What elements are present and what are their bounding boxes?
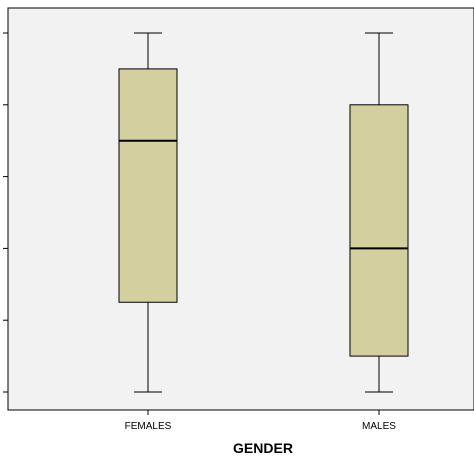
box-males	[349, 32, 409, 393]
x-axis: FEMALES MALES	[125, 410, 396, 432]
x-tick-label: MALES	[362, 421, 396, 432]
x-axis-title: GENDER	[233, 440, 293, 456]
x-tick-label: FEMALES	[125, 421, 172, 432]
box-series	[118, 32, 409, 393]
box-females	[118, 32, 178, 393]
iqr-box	[349, 104, 409, 357]
iqr-box	[118, 68, 178, 303]
y-axis	[3, 32, 8, 393]
